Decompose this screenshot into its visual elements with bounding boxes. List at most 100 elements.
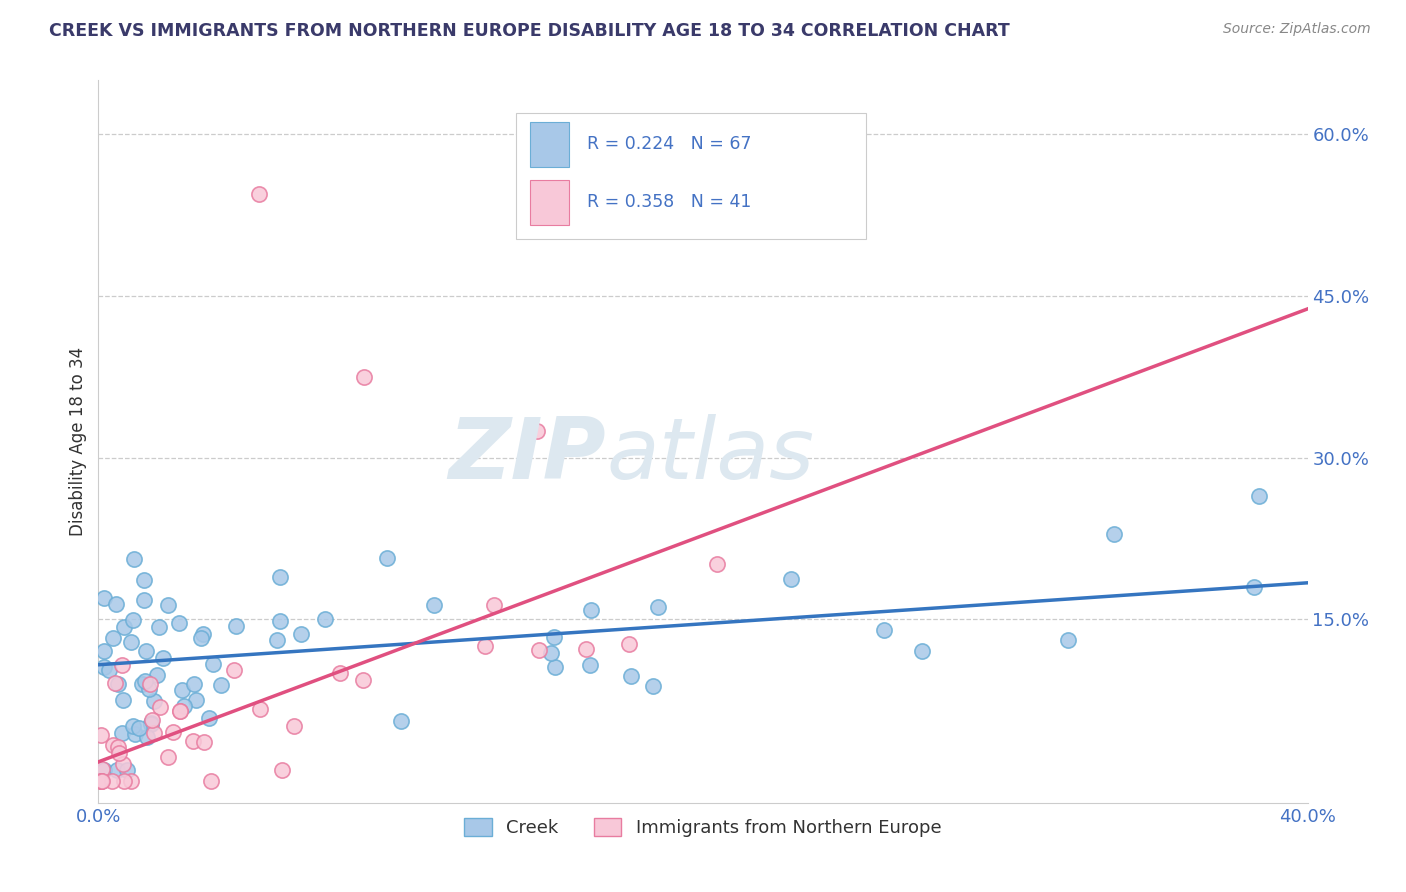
Point (225, 619, 247, 633)
Bar (530, 122, 569, 167)
Point (115, 764, 138, 778)
Point (128, 721, 150, 735)
Point (107, 677, 129, 691)
Point (93, 644, 115, 658)
Point (101, 774, 124, 789)
Point (112, 774, 135, 789)
Point (474, 639, 496, 653)
Point (107, 740, 129, 755)
Point (90, 774, 112, 789)
Point (157, 749, 180, 764)
Point (579, 658, 602, 673)
Point (184, 693, 207, 707)
Point (136, 730, 159, 744)
Point (132, 593, 155, 607)
Point (122, 719, 145, 733)
Point (190, 632, 212, 646)
Point (162, 725, 184, 739)
Point (90, 762, 112, 776)
Point (1057, 632, 1080, 647)
FancyBboxPatch shape (516, 112, 866, 239)
Point (139, 715, 162, 730)
Point (149, 700, 172, 714)
Point (138, 677, 160, 691)
Point (314, 612, 336, 626)
Point (120, 635, 142, 649)
Point (544, 659, 567, 673)
Point (104, 597, 127, 611)
Point (108, 746, 131, 760)
Point (706, 557, 728, 571)
Point (111, 657, 134, 672)
Point (224, 663, 246, 677)
Point (131, 676, 153, 690)
Point (911, 644, 934, 658)
Point (211, 678, 233, 692)
Text: CREEK VS IMMIGRANTS FROM NORTHERN EUROPE DISABILITY AGE 18 TO 34 CORRELATION CHA: CREEK VS IMMIGRANTS FROM NORTHERN EUROPE… (49, 22, 1010, 40)
Point (156, 598, 179, 612)
Legend: Creek, Immigrants from Northern Europe: Creek, Immigrants from Northern Europe (457, 811, 949, 845)
Point (103, 675, 125, 690)
Point (181, 733, 204, 747)
Bar (530, 180, 569, 225)
Point (283, 719, 305, 733)
Point (111, 757, 134, 772)
Point (620, 669, 643, 683)
Point (352, 673, 374, 688)
Text: R = 0.224   N = 67: R = 0.224 N = 67 (586, 135, 751, 153)
Point (169, 704, 191, 718)
Point (353, 369, 375, 384)
Point (141, 713, 163, 727)
Point (579, 603, 602, 617)
Text: atlas: atlas (606, 415, 814, 498)
Point (873, 623, 896, 637)
Point (132, 573, 155, 587)
Point (90, 728, 112, 742)
Point (139, 717, 162, 731)
Point (779, 572, 801, 586)
Point (540, 646, 562, 660)
Point (617, 637, 640, 651)
Point (170, 682, 193, 697)
Point (1104, 526, 1126, 541)
Point (375, 551, 398, 566)
Point (111, 692, 134, 706)
Point (201, 657, 224, 671)
Point (575, 642, 598, 657)
Point (269, 570, 291, 584)
Point (183, 677, 205, 691)
Y-axis label: Disability Age 18 to 34: Disability Age 18 to 34 (69, 347, 87, 536)
Point (247, 186, 270, 201)
Point (173, 699, 195, 714)
Point (1249, 489, 1271, 503)
Point (112, 620, 135, 634)
Point (122, 552, 145, 566)
Point (93, 591, 115, 606)
Point (93, 660, 115, 674)
Text: R = 0.358   N = 41: R = 0.358 N = 41 (586, 193, 751, 211)
Point (135, 644, 157, 658)
Point (526, 424, 548, 438)
Point (111, 726, 134, 740)
Point (148, 620, 170, 634)
Point (120, 774, 142, 789)
Point (98, 664, 121, 678)
Point (193, 627, 215, 641)
Point (271, 763, 294, 777)
Point (143, 726, 166, 740)
Point (329, 665, 352, 680)
Text: ZIP: ZIP (449, 415, 606, 498)
Point (101, 738, 124, 752)
Point (198, 711, 221, 725)
Point (169, 705, 191, 719)
Point (124, 727, 146, 741)
Point (169, 615, 191, 630)
Point (543, 630, 565, 644)
Point (138, 682, 160, 697)
Point (643, 679, 665, 693)
Point (103, 631, 125, 645)
Point (146, 668, 169, 682)
Point (482, 598, 505, 612)
Point (269, 614, 291, 628)
Point (152, 650, 174, 665)
